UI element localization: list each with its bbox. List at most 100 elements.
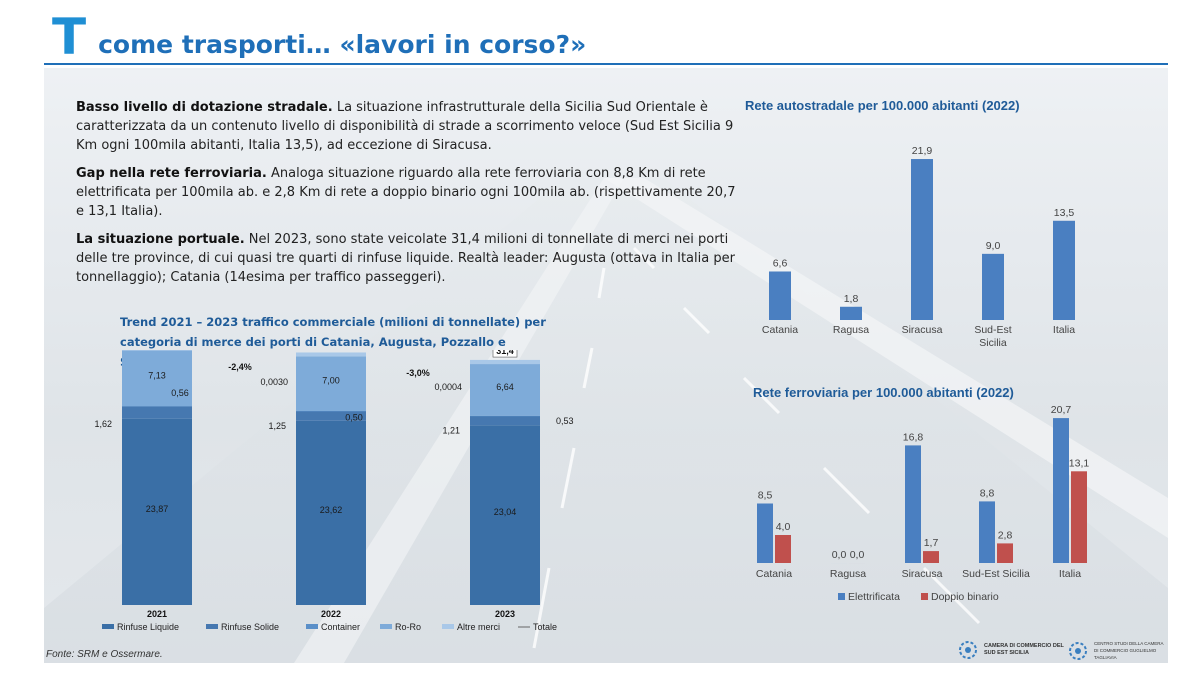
category-label: Sud-Est Sicilia (962, 568, 1030, 580)
studies-logo-text: CENTRO STUDI DELLA CAMERA DI COMMERCIO G… (1094, 641, 1164, 660)
legend-label: Container (321, 622, 360, 632)
change-label: -2,4% (228, 362, 252, 372)
value-label: 7,13 (148, 370, 166, 380)
stacked-bar-segment (122, 350, 192, 351)
stacked-bar-segment (122, 406, 192, 419)
total-label: 31,4 (496, 350, 514, 356)
source-note: Fonte: SRM e Ossermare. (46, 649, 163, 660)
stacked-bar-segment (122, 418, 192, 605)
bar (979, 501, 995, 563)
category-label: 2022 (321, 609, 341, 619)
legend-label: Rinfuse Solide (221, 622, 279, 632)
bar (769, 271, 791, 320)
legend-label: Doppio binario (931, 591, 999, 603)
bar (775, 535, 791, 563)
value-label: 8,8 (980, 487, 995, 499)
value-label: 9,0 (986, 240, 1001, 252)
value-label: 1,7 (924, 537, 939, 549)
total-label-box (492, 350, 518, 358)
legend-swatch (206, 624, 218, 629)
chamber-logo-icon (959, 641, 977, 659)
value-label: 1,21 (442, 425, 460, 435)
bar (840, 306, 862, 320)
category-label: Italia (1053, 324, 1075, 336)
value-label: 23,04 (494, 507, 517, 517)
ports-chart: 23,877,131,620,5633,2202123,627,001,250,… (94, 350, 574, 632)
studies-logo-icon (1069, 641, 1087, 660)
chamber-logo: CAMERA DI COMMERCIO DEL SUD EST SICILIA (958, 640, 1064, 660)
legend-label: Altre merci (457, 622, 500, 632)
stacked-bar-segment (122, 350, 192, 407)
value-label: 6,64 (496, 382, 514, 392)
category-label: Catania (762, 324, 798, 336)
bar (911, 159, 933, 320)
category-label: Sud-Est (974, 324, 1011, 336)
value-label: 20,7 (1051, 404, 1072, 416)
title-underline (44, 63, 1168, 65)
stacked-bar-segment (296, 352, 366, 357)
stacked-bar-segment (470, 359, 540, 365)
value-label: 0,0004 (434, 382, 462, 392)
category-label: Sicilia (979, 337, 1007, 349)
change-label: -3,0% (406, 368, 430, 378)
legend-swatch (442, 624, 454, 629)
legend-label: Rinfuse Liquide (117, 622, 179, 632)
road-chart: Rete autostradale per 100.000 abitanti (… (745, 98, 1075, 349)
background-photo (44, 68, 1168, 663)
paragraph-ports: La situazione portuale. Nel 2023, sono s… (76, 230, 741, 287)
category-label: Italia (1059, 568, 1081, 580)
value-label: 23,62 (320, 505, 343, 515)
paragraph-roads: Basso livello di dotazione stradale. La … (76, 98, 741, 155)
value-label: 13,5 (1054, 207, 1075, 219)
value-label: 1,25 (268, 421, 286, 431)
chamber-logo-text: CAMERA DI COMMERCIO DEL SUD EST SICILIA (984, 643, 1064, 656)
bar (923, 551, 939, 563)
paragraph-roads-text: La situazione infrastrutturale della Sic… (76, 100, 734, 153)
stacked-bar-segment (470, 364, 540, 416)
category-label: Ragusa (833, 324, 869, 336)
value-label: 0,0 (832, 549, 847, 561)
legend-swatch (921, 593, 928, 600)
legend-label: Elettrificata (848, 591, 900, 603)
stacked-bar-segment (470, 415, 540, 426)
category-label: 2023 (495, 609, 515, 619)
category-label: Catania (756, 568, 792, 580)
chart-title: Rete ferroviaria per 100.000 abitanti (2… (753, 385, 1014, 400)
value-label: 0,0030 (260, 377, 288, 387)
value-label: 1,62 (94, 419, 112, 429)
legend-swatch (380, 624, 392, 629)
value-label: 0,50 (345, 412, 363, 422)
rail-chart: Rete ferroviaria per 100.000 abitanti (2… (753, 385, 1089, 603)
value-label: 1,8 (844, 293, 859, 305)
title-letter: T (52, 8, 87, 66)
ports-chart-title: Trend 2021 – 2023 traffico commerciale (… (120, 315, 546, 369)
value-label: 7,00 (322, 376, 340, 386)
paragraph-roads-heading: Basso livello di dotazione stradale. (76, 100, 333, 115)
value-label: 23,87 (146, 504, 169, 514)
stacked-bar-segment (470, 415, 540, 417)
paragraph-rail-text: Analoga situazione riguardo alla rete fe… (76, 166, 736, 219)
stacked-bar-segment (296, 356, 366, 411)
studies-logo: CENTRO STUDI DELLA CAMERA DI COMMERCIO G… (1068, 640, 1166, 661)
stacked-bar-segment (296, 420, 366, 605)
value-label: 0,53 (556, 416, 574, 426)
category-label: 2021 (147, 609, 167, 619)
legend-swatch (306, 624, 318, 629)
value-label: 21,9 (912, 145, 933, 157)
bar (1053, 418, 1069, 563)
page-title: T come trasporti… «lavori in corso?» (52, 6, 586, 62)
paragraph-rail-heading: Gap nella rete ferroviaria. (76, 166, 267, 181)
value-label: 4,0 (776, 521, 791, 533)
legend-swatch (838, 593, 845, 600)
paragraph-ports-heading: La situazione portuale. (76, 232, 245, 247)
bar (757, 503, 773, 563)
stacked-bar-segment (296, 411, 366, 421)
legend-swatch (102, 624, 114, 629)
value-label: 2,8 (998, 529, 1013, 541)
bar (1053, 220, 1075, 320)
bar (1071, 471, 1087, 563)
paragraph-ports-text: Nel 2023, sono state veicolate 31,4 mili… (76, 232, 735, 285)
value-label: 0,56 (171, 388, 189, 398)
value-label: 16,8 (903, 431, 924, 443)
bar (997, 543, 1013, 563)
